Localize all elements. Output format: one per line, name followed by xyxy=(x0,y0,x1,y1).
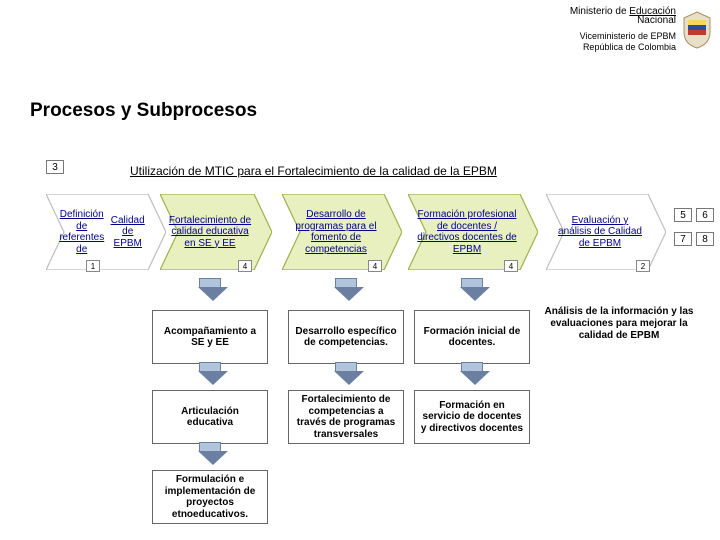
chevron-label-3: Formación profesional de docentes / dire… xyxy=(416,194,518,270)
republic: República de Colombia xyxy=(570,42,676,53)
num-7: 7 xyxy=(674,232,692,246)
crest-icon xyxy=(680,10,714,50)
ministry-pre: Ministerio de xyxy=(570,6,629,17)
num-6: 6 xyxy=(696,208,714,222)
header-text: Ministerio de Educación Nacional Vicemin… xyxy=(570,6,676,54)
arrow-r1-1 xyxy=(334,278,358,301)
chevron-1: Fortalecimiento de calidad educativa en … xyxy=(160,194,272,270)
chevron-label-4: Evaluación y análisis de Calidad de EPBM xyxy=(554,194,646,270)
chevron-2: Desarrollo de programas para el fomento … xyxy=(282,194,402,270)
box-r2-1: Fortalecimiento de competencias a través… xyxy=(288,390,404,444)
box-r1-2: Formación inicial de docentes. xyxy=(414,310,530,364)
ministry-nac: Nacional xyxy=(637,15,676,26)
banner-text: Utilización de MTIC para el Fortalecimie… xyxy=(130,164,497,178)
arrow-r3-0 xyxy=(198,442,222,465)
num-8: 8 xyxy=(696,232,714,246)
box-r2-0: Articulación educativa xyxy=(152,390,268,444)
arrow-r1-2 xyxy=(460,278,484,301)
chevron-num-4: 2 xyxy=(636,260,650,272)
chevron-num-0: 1 xyxy=(86,260,100,272)
chevron-num-2: 4 xyxy=(368,260,382,272)
num-3: 3 xyxy=(46,160,64,174)
page-title: Procesos y Subprocesos xyxy=(30,100,257,122)
arrow-r2-0 xyxy=(198,362,222,385)
chevron-3: Formación profesional de docentes / dire… xyxy=(408,194,538,270)
chevron-4: Evaluación y análisis de Calidad de EPBM xyxy=(546,194,666,270)
arrow-r2-1 xyxy=(334,362,358,385)
arrow-r1-0 xyxy=(198,278,222,301)
arrow-r2-2 xyxy=(460,362,484,385)
vice: Viceministerio de EPBM xyxy=(570,31,676,42)
num-5: 5 xyxy=(674,208,692,222)
analysis-text: Análisis de la información y las evaluac… xyxy=(542,306,696,342)
box-r2-2: Formación en servicio de docentes y dire… xyxy=(414,390,530,444)
box-r1-1: Desarrollo específico de competencias. xyxy=(288,310,404,364)
chevron-label-0: Definición de referentes deCalidad de EP… xyxy=(54,194,146,270)
box-r1-0: Acompañamiento a SE y EE xyxy=(152,310,268,364)
box-r3-0: Formulación e implementación de proyecto… xyxy=(152,470,268,524)
chevron-num-1: 4 xyxy=(238,260,252,272)
chevron-0: Definición de referentes deCalidad de EP… xyxy=(46,194,166,270)
chevron-label-2: Desarrollo de programas para el fomento … xyxy=(290,194,382,270)
chevron-num-3: 4 xyxy=(504,260,518,272)
chevron-label-1: Fortalecimiento de calidad educativa en … xyxy=(168,194,252,270)
